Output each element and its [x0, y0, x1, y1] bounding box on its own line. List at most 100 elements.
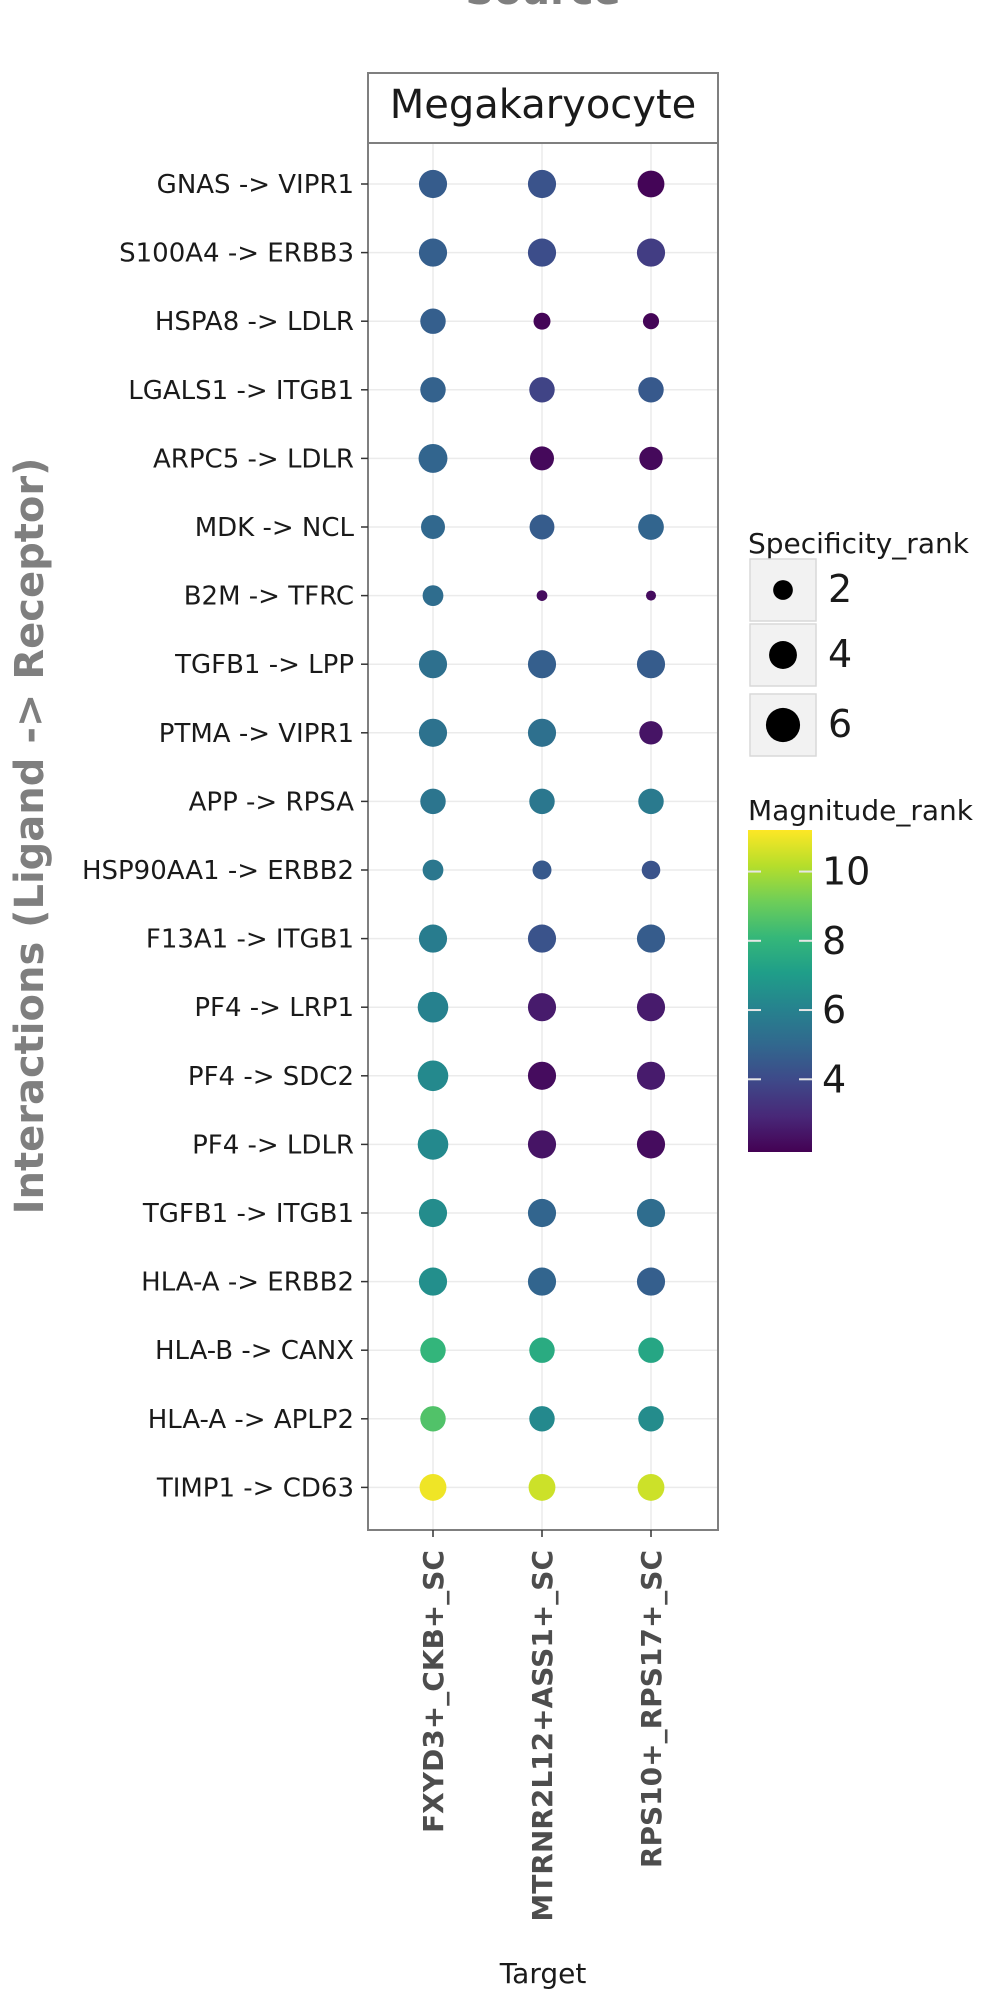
size-legend-label: 4: [828, 632, 852, 676]
y-tick-label: APP -> RPSA: [189, 787, 355, 817]
data-point: [418, 718, 448, 747]
data-point: [636, 650, 666, 679]
data-point: [527, 1198, 557, 1228]
size-legend-title: Specificity_rank: [748, 527, 970, 560]
data-point: [527, 650, 557, 679]
data-point: [418, 1198, 448, 1228]
data-point: [636, 1267, 666, 1296]
x-axis-title: Target: [499, 1957, 587, 1990]
y-tick-label: MDK -> NCL: [195, 513, 355, 543]
data-point: [529, 377, 555, 403]
size-legend-label: 2: [828, 567, 852, 611]
colorbar-label: 6: [822, 988, 846, 1032]
data-point: [529, 1406, 555, 1432]
facet-label: Megakaryocyte: [390, 82, 697, 128]
data-point: [638, 514, 664, 540]
y-axis-title: Interactions (Ligand -> Receptor): [7, 458, 53, 1215]
data-point: [421, 515, 445, 539]
data-point: [638, 1406, 664, 1432]
colorbar: [748, 830, 812, 1152]
colorbar-label: 8: [822, 919, 846, 963]
y-tick-label: S100A4 -> ERBB3: [119, 239, 354, 269]
data-point: [527, 924, 557, 953]
y-axis-ticks: GNAS -> VIPR1 S100A4 -> ERBB3 HSPA8 -> LDL…: [82, 170, 368, 1503]
data-point: [639, 721, 663, 745]
data-point: [528, 1473, 556, 1501]
data-point: [638, 377, 664, 403]
data-point: [420, 788, 446, 815]
y-tick-label: F13A1 -> ITGB1: [146, 925, 354, 955]
data-point: [638, 1337, 664, 1363]
data-point: [530, 446, 554, 471]
size-legend-key: [749, 558, 817, 622]
x-tick-label: FXYD3+_CKB+_SC: [417, 1550, 450, 1833]
data-point: [418, 238, 448, 267]
data-point: [636, 993, 666, 1022]
data-point: [636, 238, 666, 267]
data-point: [417, 1060, 449, 1092]
chart-title: Source: [465, 0, 620, 14]
plot-panel: [367, 142, 719, 1531]
data-point: [527, 1267, 557, 1296]
size-legend-dot: [769, 641, 797, 669]
size-legend-dot: [773, 580, 793, 600]
data-point: [420, 1337, 446, 1363]
data-point: [418, 169, 448, 199]
data-point: [645, 590, 657, 601]
size-legend-dot: [765, 707, 801, 743]
data-point: [420, 1406, 446, 1432]
colorbar-ticks: 4 6 8 10: [748, 850, 870, 1101]
data-point: [536, 590, 548, 601]
data-point: [636, 1130, 666, 1159]
data-point: [637, 170, 665, 198]
data-point: [638, 788, 664, 815]
y-tick-label: HSP90AA1 -> ERBB2: [82, 856, 354, 886]
data-point: [527, 993, 557, 1022]
data-point: [418, 443, 448, 473]
y-tick-label: PTMA -> VIPR1: [159, 719, 354, 749]
data-point: [417, 991, 449, 1023]
colorbar-label: 4: [822, 1057, 846, 1101]
data-point: [527, 169, 557, 199]
data-point: [419, 1473, 447, 1501]
data-point: [532, 860, 552, 880]
data-point: [533, 312, 551, 330]
data-point: [529, 788, 555, 815]
size-legend: 2 4 6: [749, 558, 852, 757]
data-points: [417, 169, 666, 1501]
x-axis-ticks: FXYD3+_CKB+_SC MTRNR2L12+ASS1+_SC RPS10+_R…: [417, 1530, 668, 1922]
data-point: [527, 1061, 557, 1090]
facet-strip: [367, 72, 719, 144]
size-legend-label: 6: [828, 702, 852, 746]
data-point: [420, 377, 446, 403]
y-tick-label: B2M -> TFRC: [184, 582, 354, 612]
data-point: [417, 1129, 449, 1160]
data-point: [418, 924, 448, 953]
data-point: [639, 446, 663, 471]
y-tick-label: LGALS1 -> ITGB1: [128, 376, 354, 406]
y-tick-label: HLA-B -> CANX: [155, 1336, 354, 1366]
y-tick-label: HSPA8 -> LDLR: [155, 307, 354, 337]
y-tick-label: TGFB1 -> LPP: [174, 650, 354, 680]
y-tick-label: TIMP1 -> CD63: [156, 1473, 354, 1503]
y-tick-label: PF4 -> SDC2: [188, 1062, 354, 1092]
data-point: [527, 238, 557, 267]
y-tick-label: TGFB1 -> ITGB1: [142, 1199, 354, 1229]
x-tick-label: MTRNR2L12+ASS1+_SC: [526, 1550, 559, 1922]
data-point: [420, 308, 446, 334]
data-point: [529, 1337, 555, 1363]
data-point: [642, 313, 660, 330]
y-tick-label: ARPC5 -> LDLR: [153, 444, 354, 474]
x-tick-label: RPS10+_RPS17+_SC: [635, 1550, 668, 1868]
data-point: [527, 718, 557, 747]
colorbar-label: 10: [822, 850, 870, 894]
y-tick-label: HLA-A -> ERBB2: [141, 1268, 354, 1298]
y-tick-label: PF4 -> LRP1: [194, 993, 354, 1023]
data-point: [641, 860, 661, 880]
data-point: [422, 585, 444, 606]
y-tick-label: GNAS -> VIPR1: [157, 170, 354, 200]
data-point: [422, 859, 444, 881]
data-point: [636, 1061, 666, 1090]
data-point: [637, 1473, 665, 1501]
